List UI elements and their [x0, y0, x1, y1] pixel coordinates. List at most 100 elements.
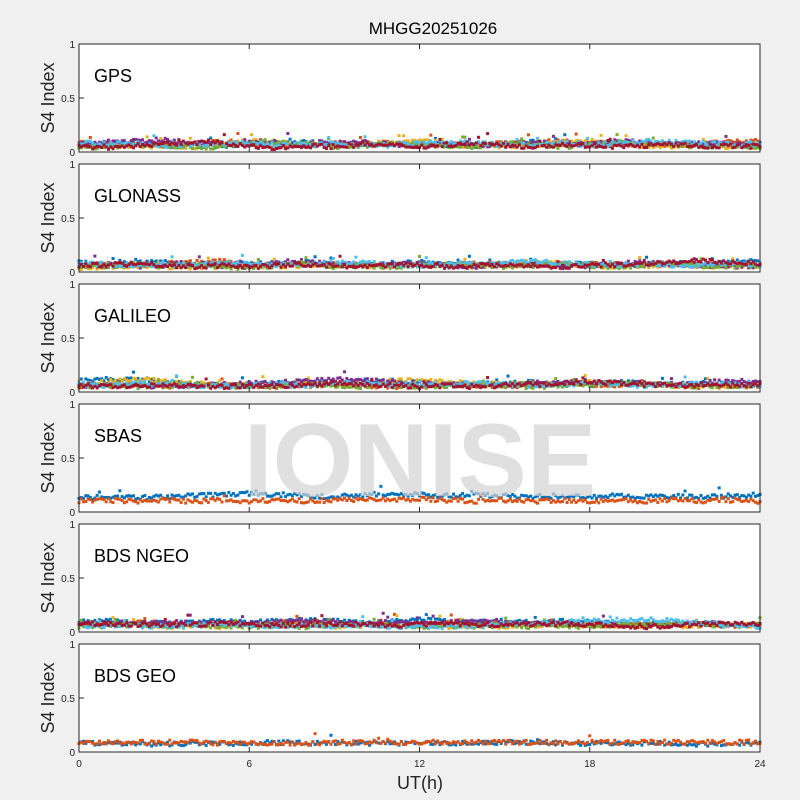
data-point: [753, 138, 757, 142]
data-point: [706, 141, 710, 145]
data-point: [327, 136, 331, 140]
data-point: [245, 144, 249, 148]
data-point: [615, 142, 619, 146]
data-point: [225, 264, 229, 268]
data-point: [113, 143, 117, 147]
data-point: [215, 141, 219, 145]
data-point: [592, 142, 596, 146]
data-point: [161, 139, 165, 143]
data-point: [495, 265, 499, 269]
data-point: [172, 142, 176, 146]
data-point: [719, 261, 723, 265]
data-point: [556, 264, 560, 268]
data-point: [422, 263, 426, 267]
data-point: [749, 262, 753, 266]
data-point: [147, 139, 151, 143]
data-point: [166, 137, 170, 141]
data-point: [474, 263, 478, 267]
data-point: [688, 144, 692, 148]
data-point: [679, 144, 683, 148]
data-point: [393, 143, 397, 147]
data-point: [406, 265, 410, 269]
data-point: [163, 136, 167, 140]
data-point: [744, 145, 748, 149]
data-point: [728, 139, 732, 143]
data-point: [343, 145, 347, 149]
data-point: [113, 261, 117, 265]
data-point: [79, 386, 83, 390]
data-point: [554, 266, 558, 270]
data-point: [524, 260, 528, 264]
data-point: [726, 262, 730, 266]
data-point: [749, 138, 753, 142]
data-point: [726, 146, 730, 150]
data-point: [713, 142, 717, 146]
data-point: [102, 145, 106, 149]
data-point: [531, 143, 535, 147]
data-point: [667, 144, 671, 148]
data-point: [561, 267, 565, 271]
data-point: [724, 261, 728, 265]
data-point: [386, 143, 390, 147]
data-point: [127, 143, 131, 147]
data-point: [284, 380, 288, 384]
data-point: [161, 145, 165, 149]
data-point: [642, 264, 646, 268]
data-point: [250, 265, 254, 269]
data-point: [206, 144, 210, 148]
data-point: [172, 265, 176, 269]
data-point: [299, 146, 303, 150]
data-point: [681, 260, 685, 264]
data-point: [488, 144, 492, 148]
data-point: [383, 140, 387, 144]
data-point: [533, 146, 537, 150]
data-point: [338, 142, 342, 146]
data-point: [240, 141, 244, 145]
data-point: [390, 140, 394, 144]
data-point: [370, 143, 374, 147]
data-point: [304, 264, 308, 268]
data-point: [402, 144, 406, 148]
data-point: [427, 265, 431, 269]
data-point: [309, 259, 313, 263]
data-point: [134, 137, 138, 141]
data-point: [522, 141, 526, 145]
data-point: [229, 140, 233, 144]
data-point: [701, 145, 705, 149]
data-point: [288, 137, 292, 141]
data-point: [386, 140, 390, 144]
data-point: [386, 262, 390, 266]
data-point: [91, 263, 95, 267]
data-point: [163, 145, 167, 149]
data-point: [533, 264, 537, 268]
data-point: [116, 140, 120, 144]
data-point: [472, 143, 476, 147]
data-point: [338, 264, 342, 268]
data-point: [113, 139, 117, 143]
data-point: [633, 262, 637, 266]
data-point: [200, 380, 204, 384]
data-point: [738, 264, 742, 268]
data-point: [122, 145, 126, 149]
data-point: [558, 141, 562, 145]
data-point: [415, 141, 419, 145]
data-point: [731, 263, 735, 267]
data-point: [311, 259, 315, 263]
data-point: [141, 146, 145, 150]
data-point: [395, 266, 399, 270]
data-point: [406, 139, 410, 143]
data-point: [129, 144, 133, 148]
data-point: [679, 142, 683, 146]
data-point: [179, 145, 183, 149]
data-point: [495, 140, 499, 144]
data-point: [454, 263, 458, 267]
chart-title: MHGG20251026: [369, 19, 498, 38]
data-point: [645, 138, 648, 142]
data-point: [156, 264, 160, 268]
data-point: [82, 265, 86, 269]
data-point: [279, 265, 283, 269]
data-point: [665, 260, 669, 264]
data-point: [84, 140, 88, 144]
data-point: [395, 387, 399, 391]
data-point: [554, 262, 558, 266]
